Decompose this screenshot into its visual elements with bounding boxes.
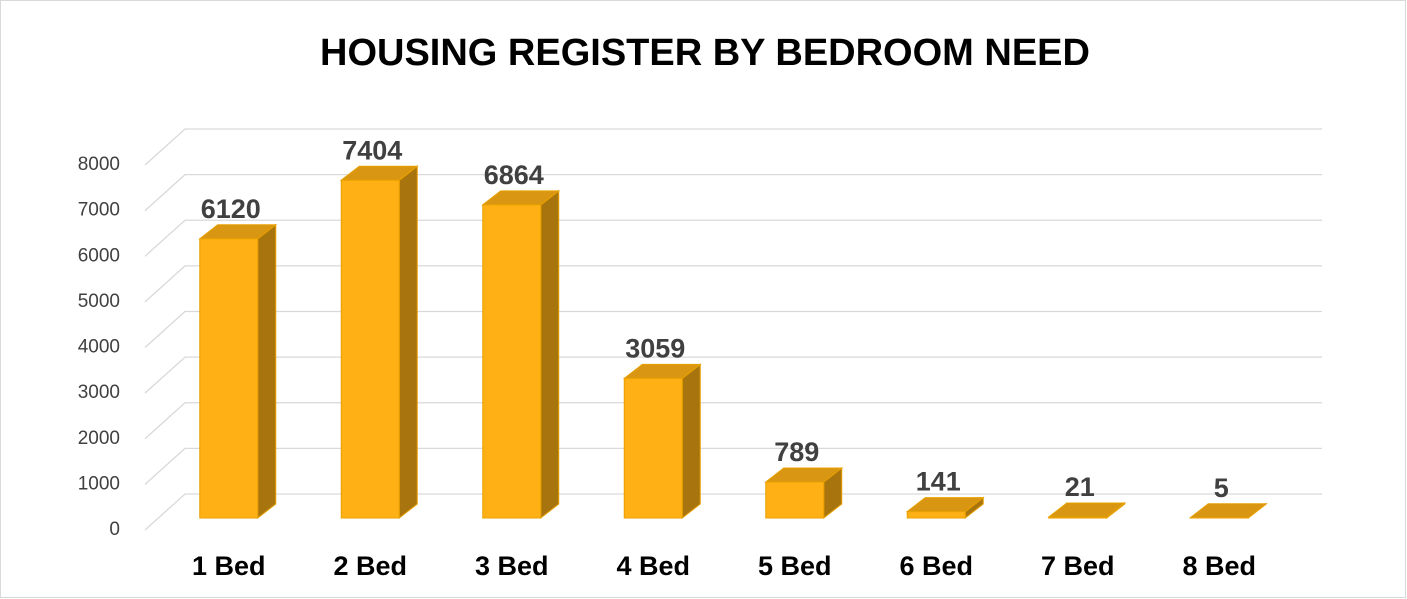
data-label: 3059 [625,334,685,364]
bar-front [765,481,825,519]
bar [198,223,278,520]
y-tick-label: 7000 [78,200,120,221]
data-label: 5 [1214,473,1229,503]
grid-line [144,447,1322,485]
grid-line [144,219,1322,257]
grid-line [144,493,1322,531]
bar [481,189,561,520]
grid-line [144,173,1322,212]
bar-front [340,179,400,519]
data-label: 6120 [201,194,261,224]
data-label: 7404 [342,135,402,165]
bar-side [398,165,418,520]
data-label: 6864 [484,160,544,190]
bar-front [199,238,259,519]
grid-line [144,310,1322,348]
x-tick-label: 4 Bed [616,551,690,581]
y-tick-label: 2000 [78,428,120,449]
x-tick-label: 8 Bed [1182,551,1256,581]
x-tick-label: 5 Bed [758,551,832,581]
y-tick-label: 8000 [78,154,120,175]
y-tick-label: 5000 [78,291,120,312]
y-tick-label: 1000 [78,473,120,494]
bar-side [257,223,277,520]
grid-line [144,356,1322,394]
bar-front [623,377,683,519]
data-label: 789 [774,437,819,467]
grid-line [144,265,1322,303]
y-tick-label: 4000 [78,337,120,358]
data-label: 21 [1065,472,1095,502]
bar-side [540,189,560,520]
bar-side [681,363,701,520]
y-tick-label: 3000 [78,382,120,403]
bar [339,165,419,520]
bar [764,466,844,520]
x-tick-label: 6 Bed [899,551,973,581]
data-label: 141 [916,467,961,497]
y-tick-label: 6000 [78,245,120,266]
x-tick-label: 7 Bed [1041,551,1115,581]
bar [1047,502,1127,520]
grid-line [144,128,1322,166]
grid-line [144,402,1322,440]
bar-front [1048,516,1108,519]
bar-front [482,204,542,519]
bar [1188,502,1268,520]
bar-front [906,511,966,519]
bar [905,496,985,520]
x-tick-label: 1 Bed [192,551,266,581]
y-tick-label: 0 [109,519,120,540]
x-tick-label: 3 Bed [475,551,549,581]
x-tick-label: 2 Bed [333,551,407,581]
chart-title: HOUSING REGISTER BY BEDROOM NEED [320,32,1090,74]
bar [622,363,702,520]
